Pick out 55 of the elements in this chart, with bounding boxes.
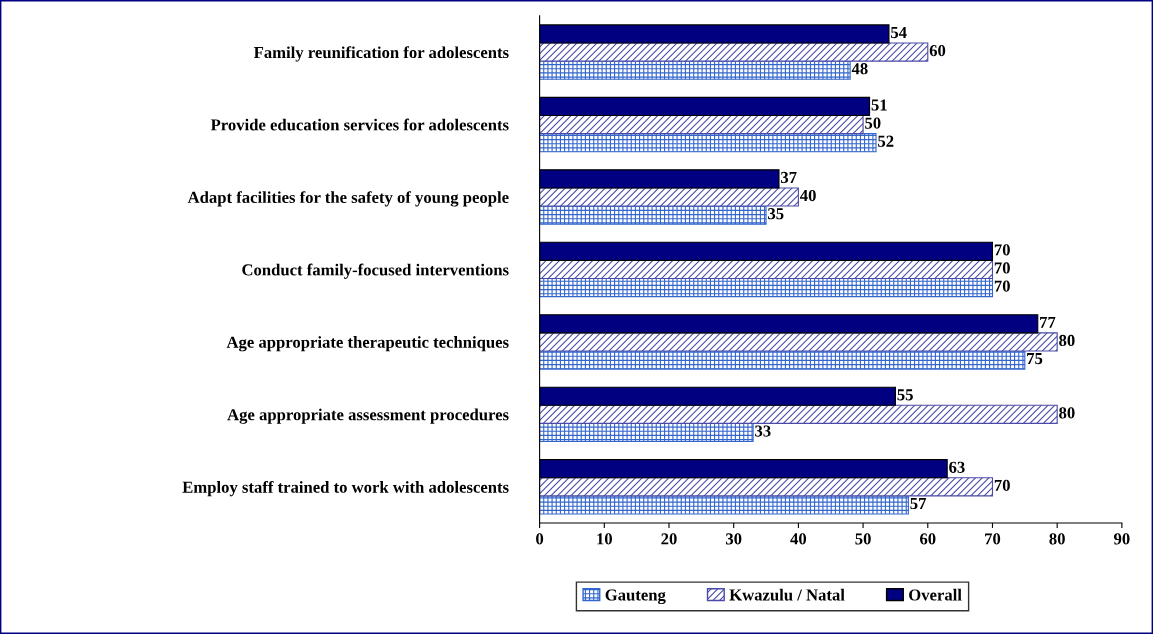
data-label: 60 (929, 45, 946, 57)
bar (539, 42, 929, 62)
data-label: 33 (755, 425, 771, 437)
x-tick-label: 90 (1113, 533, 1130, 545)
data-label: 37 (781, 171, 797, 184)
data-label: 77 (1040, 316, 1056, 328)
y-tick-label: Conduct family-focused interventions (242, 263, 509, 279)
y-tick-label: Adapt facilities for the safety of young people (187, 191, 509, 207)
bar (539, 404, 1058, 424)
bar (539, 259, 994, 280)
x-tick-label: 10 (597, 533, 612, 545)
y-tick-label: Age appropriate assessment procedures (227, 408, 509, 424)
data-label: 40 (800, 189, 816, 202)
legend-label: Kwazulu / Natal (729, 588, 845, 601)
bar (539, 332, 1058, 352)
y-tick-label: Provide education services for adolescents (210, 118, 509, 131)
bar (539, 350, 1026, 370)
bar (539, 495, 909, 515)
data-label: 80 (1059, 334, 1075, 347)
x-tick-label: 50 (855, 533, 871, 545)
data-label: 63 (949, 461, 965, 473)
x-tick-label: 40 (790, 533, 807, 545)
data-label: 48 (851, 63, 868, 75)
data-label: 51 (871, 99, 887, 111)
x-tick-label: 80 (1049, 533, 1065, 545)
legend-label: Overall (909, 588, 962, 601)
x-tick-label: 30 (725, 533, 742, 545)
data-label: 52 (878, 135, 894, 147)
bar (539, 114, 864, 135)
bar (539, 422, 754, 443)
data-label: 50 (865, 117, 881, 129)
data-label: 55 (897, 389, 913, 401)
x-tick-label: 60 (920, 533, 936, 545)
data-label: 80 (1059, 407, 1075, 419)
data-label: 70 (994, 280, 1010, 292)
data-label: 70 (994, 244, 1010, 256)
data-label: 35 (768, 208, 784, 220)
y-tick-label: Age appropriate therapeutic techniques (226, 336, 509, 352)
x-tick-label: 70 (985, 533, 1001, 545)
data-label: 70 (994, 479, 1010, 491)
bar (539, 133, 877, 153)
data-label: 75 (1027, 353, 1043, 365)
y-tick-label: Employ staff trained to work with adolescents (182, 480, 509, 497)
bar (539, 477, 994, 497)
legend-label: Gauteng (605, 589, 666, 605)
y-tick-label: Family reunification for adolescents (253, 46, 509, 62)
data-label: 57 (910, 498, 927, 510)
data-label: 70 (994, 262, 1010, 274)
x-tick-label: 0 (536, 533, 544, 545)
bar (539, 187, 799, 207)
bar (539, 277, 994, 298)
x-tick-label: 20 (661, 533, 677, 545)
data-label: 54 (891, 27, 907, 39)
bar (539, 60, 851, 80)
bar (539, 205, 767, 225)
